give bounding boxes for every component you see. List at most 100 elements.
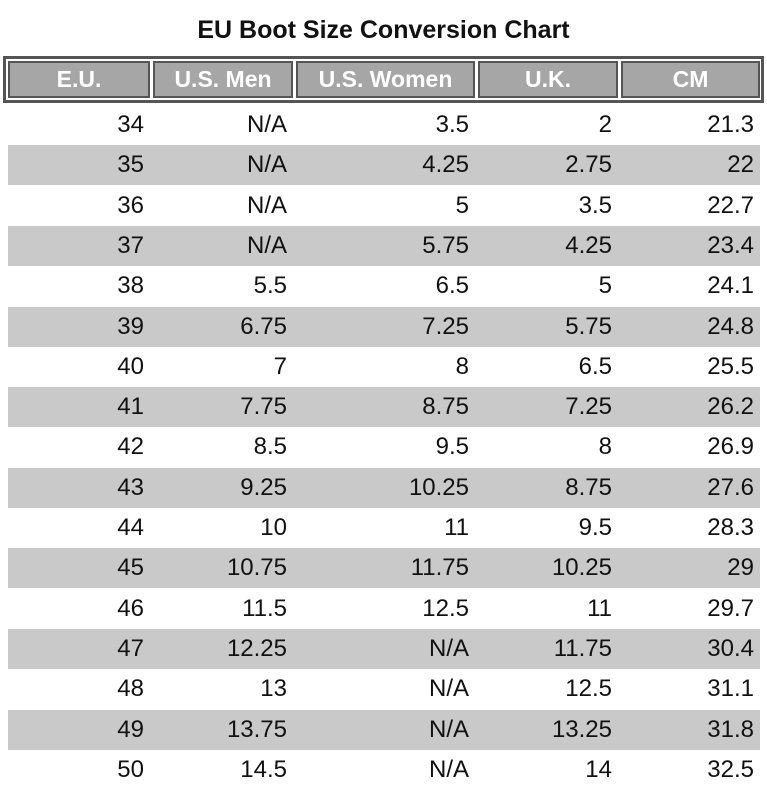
table-cell: 4.25 (565, 231, 612, 259)
table-cell: N/A (246, 231, 287, 259)
table-cell: 32.5 (707, 755, 754, 783)
table-cell: N/A (428, 755, 469, 783)
table-cell: 29.7 (707, 594, 754, 622)
table-cell: 13.75 (226, 715, 287, 743)
table-cell: 13.25 (551, 715, 612, 743)
table-cell: 11 (444, 514, 469, 541)
table-row: 41 7.75 8.75 7.25 26.2 (8, 387, 760, 428)
table-cell: 6.75 (240, 312, 287, 340)
table-cell: 31.8 (707, 715, 754, 743)
table-cell: 5 (598, 272, 612, 300)
table-cell: 49 (117, 715, 144, 743)
table-cell: 10 (260, 514, 287, 541)
table-cell: N/A (428, 634, 469, 662)
table-cell: 47 (117, 634, 144, 662)
table-cell: 22 (727, 151, 754, 179)
table-cell: N/A (246, 191, 287, 219)
table-cell: 5.5 (253, 272, 287, 300)
table-cell: 11.75 (553, 634, 612, 662)
table-cell: N/A (428, 675, 469, 703)
table-cell: 11 (587, 594, 612, 622)
table-cell: 36 (117, 191, 144, 219)
table-row: 40 7 8 6.5 25.5 (8, 347, 760, 387)
table-cell: 41 (117, 393, 144, 421)
table-cell: 8 (455, 352, 469, 380)
table-cell: 5.75 (565, 312, 612, 340)
table-cell: 14.5 (240, 755, 287, 783)
column-header: U.K. (478, 61, 618, 98)
table-cell: 21.3 (707, 111, 754, 138)
table-cell: N/A (246, 111, 287, 138)
table-cell: 7.25 (422, 312, 469, 340)
column-header: CM (621, 61, 760, 98)
table-cell: 34 (117, 111, 144, 138)
table-cell: 4.25 (422, 151, 469, 179)
table-cell: 5 (455, 191, 469, 219)
table-cell: 22.7 (707, 191, 754, 219)
table-cell: 46 (117, 594, 144, 622)
table-row: 44 10 11 9.5 28.3 (8, 508, 760, 548)
table-cell: 10.25 (551, 554, 612, 582)
table-cell: 8.75 (565, 473, 612, 501)
table-cell: 26.9 (707, 433, 754, 461)
table-cell: 3.5 (435, 111, 469, 138)
table-title: EU Boot Size Conversion Chart (197, 16, 570, 44)
column-header: U.S. Men (153, 61, 293, 98)
table-cell: 9.5 (578, 514, 612, 541)
table-cell: 9.25 (240, 473, 287, 501)
table-cell: 24.8 (707, 312, 754, 340)
table-cell: 37 (117, 231, 144, 259)
table-row: 36 N/A 5 3.5 22.7 (8, 186, 760, 226)
table-cell: 29 (727, 554, 754, 582)
table-row: 49 13.75 N/A 13.25 31.8 (8, 709, 760, 750)
table-cell: 45 (117, 554, 144, 582)
table-cell: 27.6 (707, 473, 754, 501)
table-cell: N/A (246, 151, 287, 179)
table-row: 35 N/A 4.25 2.75 22 (8, 145, 760, 186)
table-row: 38 5.5 6.5 5 24.1 (8, 266, 760, 306)
table-cell: 48 (117, 675, 144, 703)
table-header: E.U. U.S. Men U.S. Women U.K. CM (3, 56, 764, 103)
table-cell: 6.5 (578, 352, 612, 380)
table-cell: 42 (117, 433, 144, 461)
table-cell: 24.1 (707, 272, 754, 300)
table-row: 34 N/A 3.5 2 21.3 (8, 105, 760, 145)
table-cell: 11.75 (410, 554, 469, 582)
table-cell: 5.75 (422, 231, 469, 259)
table-cell: 7.75 (240, 393, 287, 421)
table-cell: 30.4 (707, 634, 754, 662)
table-cell: 25.5 (707, 352, 754, 380)
table-row: 42 8.5 9.5 8 26.9 (8, 427, 760, 467)
table-cell: 35 (117, 151, 144, 179)
table-cell: N/A (428, 715, 469, 743)
table-cell: 7.25 (565, 393, 612, 421)
column-header: E.U. (8, 61, 150, 98)
table-row: 45 10.75 11.75 10.25 29 (8, 548, 760, 589)
table-row: 37 N/A 5.75 4.25 23.4 (8, 225, 760, 266)
table-cell: 8.75 (422, 393, 469, 421)
table-cell: 2.75 (565, 151, 612, 179)
table-row: 43 9.25 10.25 8.75 27.6 (8, 467, 760, 508)
table-row: 48 13 N/A 12.5 31.1 (8, 669, 760, 709)
table-cell: 7 (273, 352, 287, 380)
table-cell: 14 (585, 755, 612, 783)
table-cell: 43 (117, 473, 144, 501)
table-cell: 28.3 (707, 514, 754, 541)
table-cell: 31.1 (707, 675, 754, 703)
table-row: 46 11.5 12.5 11 29.7 (8, 589, 760, 629)
table-cell: 10.25 (408, 473, 469, 501)
table-row: 50 14.5 N/A 14 32.5 (8, 750, 760, 790)
table-cell: 9.5 (435, 433, 469, 461)
table-cell: 38 (117, 272, 144, 300)
table-cell: 44 (117, 514, 144, 541)
table-cell: 13 (260, 675, 287, 703)
table-cell: 3.5 (578, 191, 612, 219)
table-cell: 2 (598, 111, 612, 138)
table-cell: 39 (117, 312, 144, 340)
table-cell: 12.25 (226, 634, 287, 662)
table-cell: 26.2 (707, 393, 754, 421)
table-cell: 12.5 (422, 594, 469, 622)
table-cell: 8 (598, 433, 612, 461)
table-cell: 40 (117, 352, 144, 380)
table-cell: 6.5 (435, 272, 469, 300)
